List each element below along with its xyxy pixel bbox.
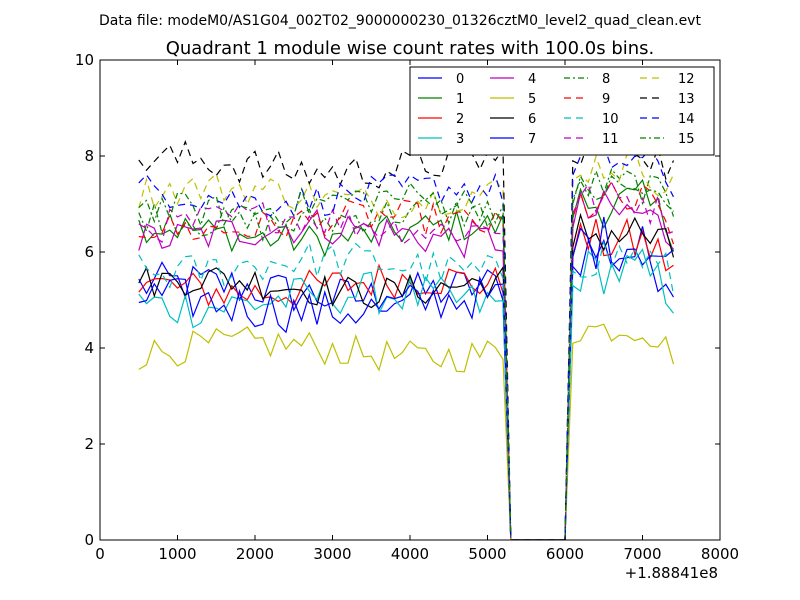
legend-label-14: 14 <box>678 112 695 127</box>
legend-label-9: 9 <box>602 92 610 107</box>
legend-label-7: 7 <box>528 132 536 147</box>
y-tick-label: 4 <box>84 339 94 357</box>
series-line-9 <box>138 180 675 540</box>
legend-label-0: 0 <box>456 72 464 87</box>
y-tick-label: 2 <box>84 435 94 453</box>
legend-label-1: 1 <box>456 92 464 107</box>
series-line-7 <box>138 216 674 540</box>
x-tick-label: 6000 <box>546 545 584 563</box>
series-line-6 <box>138 212 675 540</box>
legend-label-6: 6 <box>528 112 536 127</box>
legend-label-11: 11 <box>602 132 619 147</box>
series-line-0 <box>138 226 675 540</box>
series-line-1 <box>138 178 675 540</box>
y-tick-label: 8 <box>84 147 94 165</box>
series-line-13 <box>138 128 675 540</box>
legend-label-5: 5 <box>528 92 536 107</box>
x-tick-label: 0 <box>95 545 105 563</box>
series-line-3 <box>138 248 674 540</box>
x-tick-label: 8000 <box>701 545 739 563</box>
x-tick-label: 4000 <box>391 545 429 563</box>
legend-label-10: 10 <box>602 112 619 127</box>
series-line-4 <box>138 189 674 540</box>
series-layer <box>138 128 675 540</box>
y-tick-label: 10 <box>75 51 94 69</box>
legend-label-2: 2 <box>456 112 464 127</box>
x-tick-label: 3000 <box>313 545 351 563</box>
legend-label-13: 13 <box>678 92 695 107</box>
x-tick-label: 5000 <box>468 545 506 563</box>
legend-label-3: 3 <box>456 132 464 147</box>
legend-label-12: 12 <box>678 72 695 87</box>
series-line-15 <box>138 174 674 540</box>
x-tick-label: 2000 <box>236 545 274 563</box>
series-line-11 <box>138 181 674 540</box>
legend-label-8: 8 <box>602 72 610 87</box>
x-offset-label: +1.88841e8 <box>625 564 718 582</box>
legend-label-15: 15 <box>678 132 695 147</box>
y-tick-label: 0 <box>84 531 94 549</box>
series-line-12 <box>138 148 675 540</box>
legend-label-4: 4 <box>528 72 536 87</box>
x-tick-label: 7000 <box>623 545 661 563</box>
x-tick-label: 1000 <box>158 545 196 563</box>
legend-frame <box>409 66 715 156</box>
series-line-10 <box>138 240 675 540</box>
series-line-2 <box>138 217 674 540</box>
chart-suptitle: Data file: modeM0/AS1G04_002T02_90000002… <box>99 13 701 29</box>
series-line-5 <box>138 323 675 540</box>
series-line-8 <box>138 168 675 540</box>
chart-title: Quadrant 1 module wise count rates with … <box>166 38 655 59</box>
y-tick-label: 6 <box>84 243 94 261</box>
